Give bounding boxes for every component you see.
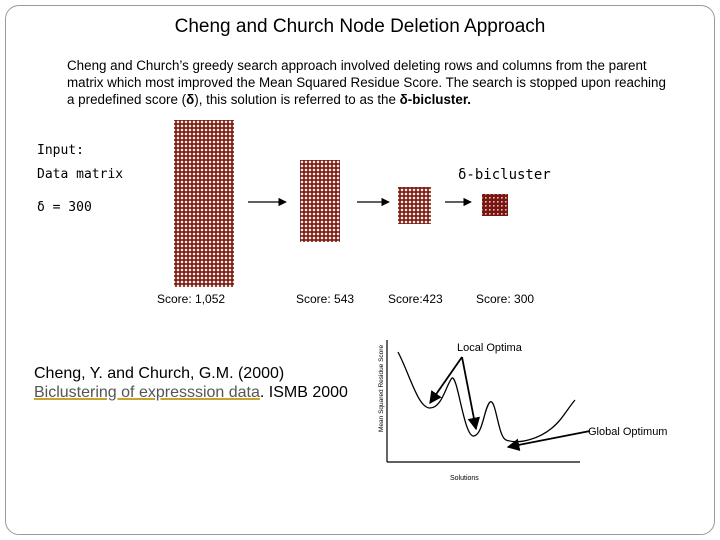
global-optimum-label: Global Optimum [588,426,667,438]
bicluster-label: δ-bicluster [458,167,551,183]
intro-delta: δ [186,92,195,107]
intro-middle: ), this solution is referred to as the [194,92,400,107]
slide-frame [5,5,715,535]
intro-paragraph: Cheng and Church’s greedy search approac… [67,57,667,108]
parent-matrix [174,120,234,287]
reference-link[interactable]: Biclustering of expresssion data [34,384,260,401]
score-1: Score: 1,052 [157,292,225,306]
global-arrow [506,430,591,452]
input-label: Input: [37,143,84,158]
intro-bold: δ-bicluster. [399,92,472,107]
matrix-step-3 [398,187,431,224]
local-arrow-1 [429,356,463,405]
plot-x-label: Solutions [450,475,479,482]
score-4: Score: 300 [476,292,534,306]
reference-rest: . ISMB 2000 [259,384,348,401]
reference-authors: Cheng, Y. and Church, G.M. (2000) [34,365,285,382]
intro-prefix: Cheng and Church’s greedy search approac… [67,58,666,107]
local-optima-label: Local Optima [457,342,523,354]
plot-y-label: Mean Squared Residue Score [378,345,385,432]
score-3: Score:423 [388,292,443,306]
delta-bicluster-matrix [482,194,508,216]
score-curve [397,351,576,443]
delta-value-label: δ = 300 [37,200,92,215]
score-2: Score: 543 [296,292,354,306]
slide-title: Cheng and Church Node Deletion Approach [174,16,546,37]
matrix-step-2 [300,160,340,242]
local-arrow-2 [461,356,481,431]
data-matrix-label: Data matrix [37,167,124,182]
reference: Cheng, Y. and Church, G.M. (2000) Biclus… [34,364,364,402]
